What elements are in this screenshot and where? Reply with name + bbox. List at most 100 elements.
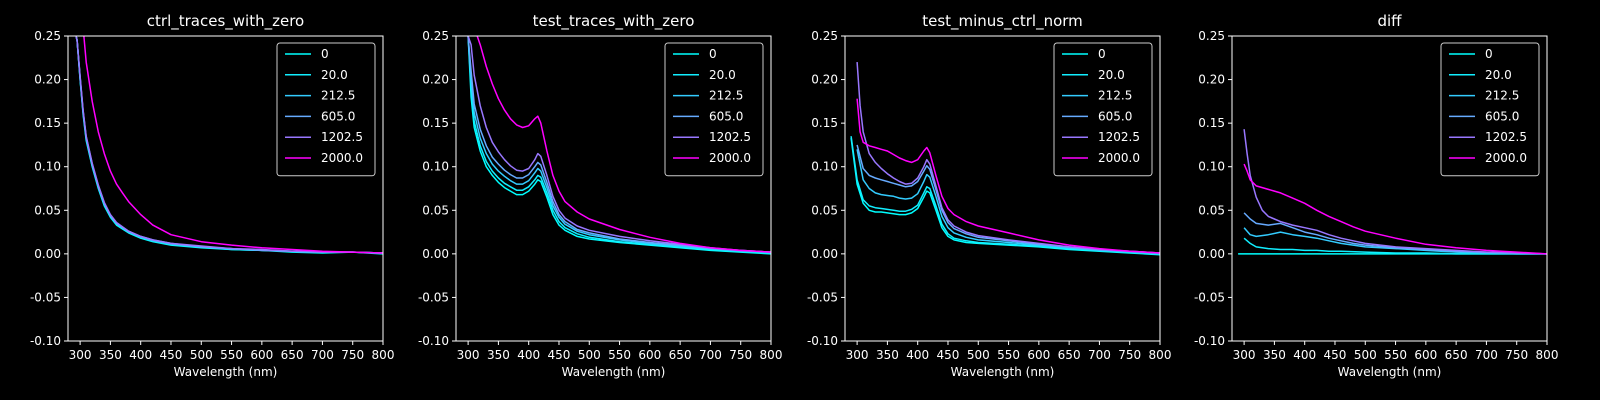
x-axis-label: Wavelength (nm) (951, 365, 1055, 379)
x-tick-label: 550 (220, 348, 243, 362)
legend-label: 605.0 (1485, 109, 1519, 123)
x-tick-label: 300 (457, 348, 480, 362)
x-tick-label: 550 (997, 348, 1020, 362)
legend-label: 1202.5 (1098, 130, 1140, 144)
x-tick-label: 650 (669, 348, 692, 362)
series-line-20-0 (850, 136, 1160, 255)
x-tick-label: 650 (1058, 348, 1081, 362)
chart-title: test_traces_with_zero (533, 12, 695, 31)
y-tick-label: 0.15 (1198, 116, 1225, 130)
series-line-1202-5 (75, 36, 383, 254)
x-tick-label: 500 (578, 348, 601, 362)
x-tick-label: 550 (1384, 348, 1407, 362)
y-tick-label: 0.20 (34, 73, 61, 87)
legend-box (276, 42, 376, 177)
y-tick-label: 0.25 (811, 29, 838, 43)
x-tick-label: 400 (906, 348, 929, 362)
x-tick-label: 700 (1088, 348, 1111, 362)
legend-box (1053, 42, 1153, 177)
y-tick-label: 0.05 (811, 203, 838, 217)
series-line-2000-0 (476, 36, 771, 253)
series-line-0 (850, 137, 1160, 256)
y-tick-label: 0.25 (422, 29, 449, 43)
legend-label: 605.0 (321, 109, 355, 123)
x-tick-label: 500 (1354, 348, 1377, 362)
series-line-2000-0 (1243, 163, 1547, 255)
x-tick-label: 450 (160, 348, 183, 362)
x-tick-label: 400 (129, 348, 152, 362)
y-tick-label: 0.00 (811, 247, 838, 261)
plot-frame (844, 35, 1161, 342)
y-tick-label: 0.25 (34, 29, 61, 43)
legend-label: 1202.5 (1485, 130, 1527, 144)
x-tick-label: 700 (1475, 348, 1498, 362)
legend-label: 605.0 (709, 109, 743, 123)
series-line-0 (467, 36, 771, 255)
series-line-212-5 (467, 36, 771, 253)
x-tick-label: 750 (729, 348, 752, 362)
y-tick-label: 0.10 (811, 160, 838, 174)
legend-label: 1202.5 (321, 130, 363, 144)
legend-label: 212.5 (321, 89, 355, 103)
series-group (467, 36, 771, 255)
legend-label: 2000.0 (321, 151, 363, 165)
legend-label: 212.5 (1485, 89, 1519, 103)
y-tick-label: 0.15 (422, 116, 449, 130)
x-tick-label: 800 (760, 348, 783, 362)
legend-label: 0 (1098, 47, 1106, 61)
series-group (1238, 129, 1547, 255)
chart-panel-3: test_minus_ctrl_norm 300 350 400 450 500 550 60… (807, 12, 1172, 379)
x-tick-label: 350 (99, 348, 122, 362)
y-tick-label: 0.15 (34, 116, 61, 130)
legend: 0 20.0 212.5 605.0 1202.5 2000.0 (664, 42, 764, 177)
x-tick-label: 500 (967, 348, 990, 362)
y-tick-label: 0.05 (1198, 203, 1225, 217)
y-tick-label: 0.10 (422, 160, 449, 174)
x-axis-label: Wavelength (nm) (174, 365, 278, 379)
legend-label: 2000.0 (709, 151, 751, 165)
x-tick-label: 700 (311, 348, 334, 362)
chart-panel-1: ctrl_traces_with_zero 300 350 400 450 500 550 6… (30, 12, 395, 379)
legend-label: 605.0 (1098, 109, 1132, 123)
series-group (850, 62, 1160, 256)
legend-label: 212.5 (1098, 89, 1132, 103)
legend: 0 20.0 212.5 605.0 1202.5 2000.0 (1053, 42, 1153, 177)
series-line-212-5 (1243, 227, 1547, 255)
y-tick-label: -0.10 (807, 334, 838, 348)
chart-panel-4: diff 300 350 400 450 500 550 600 650 700 750 800 -0.… (1194, 12, 1559, 379)
legend-label: 2000.0 (1485, 151, 1527, 165)
x-tick-label: 350 (1263, 348, 1286, 362)
x-tick-label: 450 (548, 348, 571, 362)
legend-label: 20.0 (1098, 68, 1125, 82)
x-tick-label: 300 (1233, 348, 1256, 362)
legend-label: 0 (1485, 47, 1493, 61)
y-tick-label: 0.25 (1198, 29, 1225, 43)
x-tick-label: 500 (190, 348, 213, 362)
series-group (75, 36, 383, 255)
series-line-212-5 (856, 149, 1160, 255)
x-axis-label: Wavelength (nm) (1338, 365, 1442, 379)
y-tick-label: -0.05 (807, 290, 838, 304)
y-tick-label: -0.10 (30, 334, 61, 348)
y-tick-label: -0.10 (418, 334, 449, 348)
legend-label: 1202.5 (709, 130, 751, 144)
x-tick-label: 300 (846, 348, 869, 362)
legend-label: 2000.0 (1098, 151, 1140, 165)
series-line-1202-5 (856, 62, 1160, 254)
y-tick-label: 0.05 (34, 203, 61, 217)
x-tick-label: 300 (69, 348, 92, 362)
y-tick-label: -0.10 (1194, 334, 1225, 348)
legend: 0 20.0 212.5 605.0 1202.5 2000.0 (276, 42, 376, 177)
series-line-1202-5 (1243, 129, 1547, 255)
x-tick-label: 450 (1324, 348, 1347, 362)
legend-label: 212.5 (709, 89, 743, 103)
x-axis-label: Wavelength (nm) (562, 365, 666, 379)
x-tick-label: 800 (1149, 348, 1172, 362)
series-line-20-0 (467, 36, 771, 254)
x-tick-label: 600 (1027, 348, 1050, 362)
x-tick-label: 750 (1118, 348, 1141, 362)
x-tick-label: 650 (281, 348, 304, 362)
series-line-20-0 (1243, 237, 1547, 255)
y-tick-label: -0.05 (30, 290, 61, 304)
x-tick-label: 700 (699, 348, 722, 362)
